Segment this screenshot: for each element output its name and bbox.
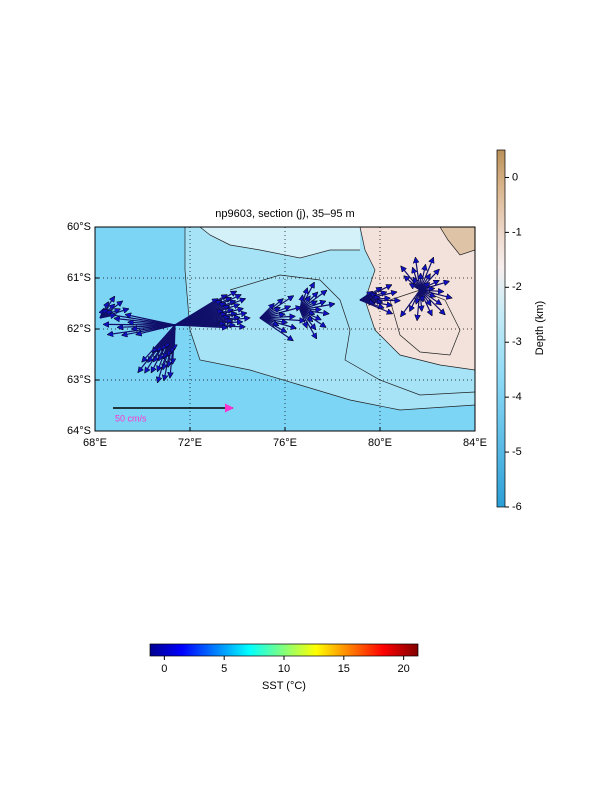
current-vector	[420, 289, 422, 311]
current-vector	[259, 317, 293, 341]
y-tick-label: 63°S	[67, 374, 91, 386]
colorbar-tick-label: -4	[512, 391, 522, 403]
depth-colorbar	[496, 149, 506, 508]
colorbar-tick-label: 10	[278, 663, 290, 675]
contour	[199, 227, 360, 259]
current-vector	[419, 289, 432, 315]
current-vector	[419, 289, 441, 305]
map-title: np9603, section (j), 35–95 m	[215, 208, 354, 220]
contour	[439, 227, 475, 256]
sst-colorbar-label: SST (°C)	[262, 680, 306, 692]
colorbar-tick-label: -5	[512, 446, 522, 458]
current-vector	[299, 301, 326, 311]
x-tick-label: 68°E	[83, 437, 107, 449]
vectors	[100, 258, 452, 383]
current-vector	[299, 309, 316, 329]
current-vector	[299, 292, 318, 311]
colorbar-tick-label: 5	[221, 663, 227, 675]
colorbar-tick-label: -6	[512, 501, 522, 513]
current-vector	[299, 309, 317, 339]
x-tick-label: 76°E	[273, 437, 297, 449]
x-tick-label: 84°E	[463, 437, 487, 449]
colorbar-tick-label: 0	[512, 171, 518, 183]
y-tick-label: 64°S	[67, 425, 91, 437]
current-vector	[419, 281, 449, 291]
current-vector	[142, 324, 176, 362]
current-vector	[419, 289, 445, 315]
current-vector	[126, 315, 176, 326]
current-vector	[417, 289, 421, 320]
current-vector	[299, 290, 327, 311]
y-tick-label: 61°S	[67, 272, 91, 284]
x-tick-label: 72°E	[178, 437, 202, 449]
depth-colorbar-label: Depth (km)	[534, 301, 546, 355]
shallow-region	[200, 227, 360, 258]
contour	[184, 227, 475, 411]
sst-colorbar	[149, 643, 419, 657]
current-vector	[404, 276, 421, 291]
colorbar-tick-label: -1	[512, 226, 522, 238]
current-vector	[413, 268, 421, 291]
y-tick-label: 60°S	[67, 221, 91, 233]
current-vector	[359, 299, 392, 314]
current-vector	[401, 289, 421, 316]
current-vector	[259, 316, 295, 318]
grid	[95, 227, 475, 431]
current-vector	[410, 289, 421, 311]
current-vector	[174, 325, 227, 328]
colorbar-tick-label: 20	[398, 663, 410, 675]
contour	[359, 227, 475, 371]
plateau-top	[440, 227, 475, 255]
x-tick-label: 80°E	[368, 437, 392, 449]
current-vector	[419, 290, 443, 292]
current-vector	[401, 266, 421, 291]
map	[95, 227, 475, 431]
colorbar-tick-label: 0	[161, 663, 167, 675]
colorbar-tick-label: -2	[512, 281, 522, 293]
current-vector	[419, 269, 439, 291]
current-vector	[299, 309, 307, 328]
colorbar-tick-label: -3	[512, 336, 522, 348]
colorbar-tick-label: 15	[338, 663, 350, 675]
current-vector	[99, 315, 116, 318]
current-vector	[259, 296, 293, 319]
scale-label: 50 cm/s	[115, 413, 147, 423]
current-vector	[419, 265, 426, 291]
y-tick-label: 62°S	[67, 323, 91, 335]
contour	[229, 274, 475, 396]
current-vector	[419, 279, 439, 291]
